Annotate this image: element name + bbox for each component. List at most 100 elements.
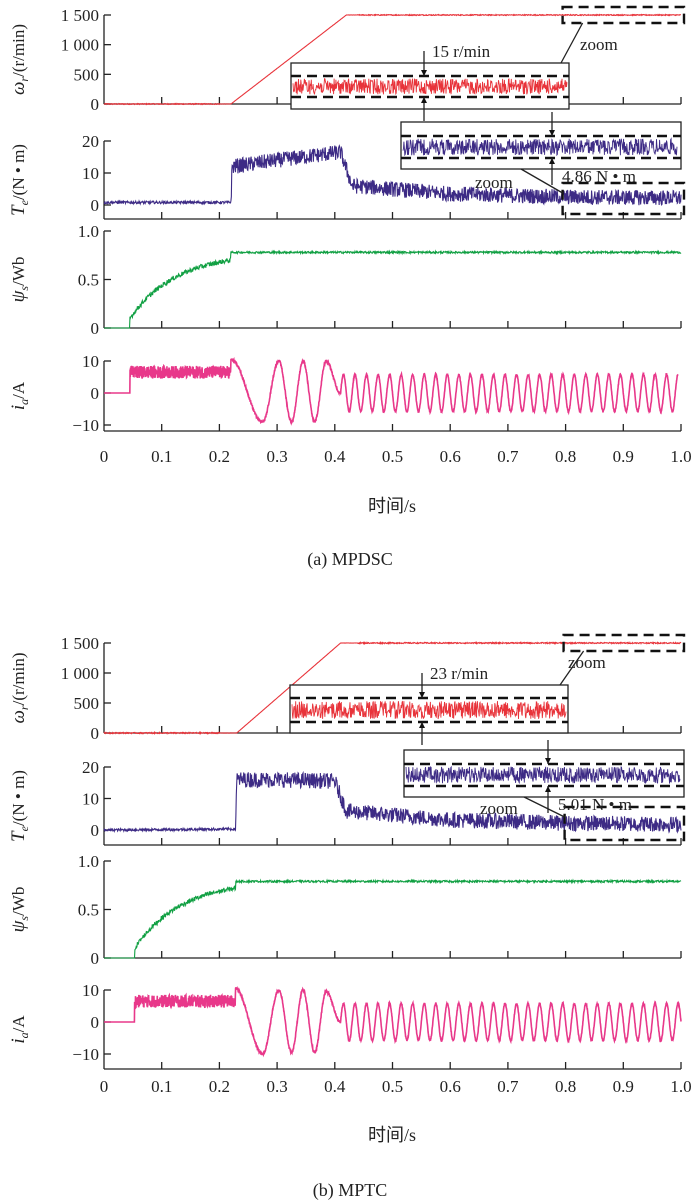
y-label-subscript: a <box>17 1032 31 1038</box>
arrowhead-icon <box>421 70 427 76</box>
y-label-unit: /(N • m) <box>9 144 28 200</box>
y-tick-label: 0 <box>91 949 100 968</box>
y-label-symbol: ω <box>8 710 29 723</box>
y-axis-label-current: ia/A <box>8 381 31 410</box>
y-axis-label-speed: ωr/(r/min) <box>8 24 31 95</box>
x-tick-label: 0.6 <box>440 447 461 466</box>
x-tick-label: 0.8 <box>555 1077 576 1096</box>
y-axis-label-torque: Te/(N • m) <box>8 144 31 216</box>
y-tick-label: 20 <box>82 758 99 777</box>
figure-caption: (b) MPTC <box>313 1180 388 1200</box>
series-torque <box>103 770 682 834</box>
zoom-connector <box>520 168 563 194</box>
x-tick-label: 0.5 <box>382 1077 403 1096</box>
y-tick-label: 1 500 <box>61 634 99 653</box>
y-label-subscript: s <box>17 286 31 291</box>
x-tick-label: 0.2 <box>209 1077 230 1096</box>
y-label-unit: /Wb <box>9 887 28 916</box>
zoom-label: zoom <box>580 35 618 54</box>
arrowhead-icon <box>545 758 551 764</box>
panel-speed: 0 500 1 000 1 500 ωr/(r/min) zoom 23 r/min <box>8 633 686 745</box>
arrowhead-icon <box>549 130 555 136</box>
zoom-label: zoom <box>475 173 513 192</box>
ripple-label: 4.86 N • m <box>562 167 636 186</box>
ripple-label: 5.01 N • m <box>558 795 632 814</box>
y-label-unit: /(r/min) <box>9 24 28 77</box>
arrowhead-icon <box>421 97 427 103</box>
y-tick-label: 0 <box>91 196 100 215</box>
x-axis-label: 时间/s <box>368 1125 416 1145</box>
ripple-label: 23 r/min <box>430 664 489 683</box>
zoom-label: zoom <box>480 799 518 818</box>
series-torque <box>103 144 682 206</box>
zoom-region-box <box>561 181 686 216</box>
zoom-inset-signal <box>292 78 568 96</box>
x-tick-label: 1.0 <box>670 1077 691 1096</box>
y-axis-label-flux: ψs/Wb <box>8 887 31 933</box>
arrowhead-icon <box>419 722 425 728</box>
series-flux <box>104 878 682 959</box>
y-label-symbol: T <box>8 204 29 216</box>
y-tick-label: 0.5 <box>78 271 99 290</box>
y-label-symbol: ω <box>8 82 29 95</box>
x-tick-label: 0.1 <box>151 1077 172 1096</box>
y-tick-label: 0.5 <box>78 901 99 920</box>
y-tick-label: 0 <box>91 821 100 840</box>
series-flux <box>104 249 682 329</box>
y-axis-label-current: ia/A <box>8 1015 31 1044</box>
y-label-symbol: i <box>8 1038 29 1043</box>
x-tick-label: 0 <box>100 447 109 466</box>
chart-b: 0 500 1 000 1 500 ωr/(r/min) zoom 23 r/min 0 10 2… <box>8 633 692 1200</box>
y-tick-label: 1 500 <box>61 6 99 25</box>
x-tick-label: 0.3 <box>266 447 287 466</box>
y-label-subscript: e <box>17 825 31 831</box>
y-label-subscript: s <box>17 916 31 921</box>
x-tick-label: 0.4 <box>324 447 346 466</box>
panel-flux: 0 0.5 1.0 ψs/Wb <box>8 222 682 338</box>
x-tick-label: 0.8 <box>555 447 576 466</box>
x-tick-label: 0 <box>100 1077 109 1096</box>
y-tick-label: 0 <box>91 724 100 743</box>
y-tick-label: 0 <box>91 95 100 114</box>
y-tick-label: 0 <box>91 384 100 403</box>
x-tick-label: 0.2 <box>209 447 230 466</box>
x-tick-label: 0.9 <box>613 447 634 466</box>
x-tick-label: 0.5 <box>382 447 403 466</box>
y-axis-label-torque: Te/(N • m) <box>8 770 31 842</box>
panel-speed: 0 500 1 000 1 500 ωr/(r/min) zoom 15 r/min <box>8 5 686 121</box>
y-tick-label: −10 <box>72 1045 99 1064</box>
y-label-symbol: T <box>8 830 29 842</box>
panel-current: −10 0 10 ia/A <box>8 981 682 1070</box>
zoom-inset-signal <box>291 700 567 720</box>
y-tick-label: 500 <box>74 694 100 713</box>
y-label-symbol: ψ <box>8 919 29 932</box>
x-tick-label: 0.9 <box>613 1077 634 1096</box>
zoom-connector <box>559 650 585 686</box>
y-label-unit: /A <box>9 381 28 399</box>
ripple-label: 15 r/min <box>432 42 491 61</box>
x-tick-label: 0.3 <box>266 1077 287 1096</box>
y-label-symbol: ψ <box>8 289 29 302</box>
chart-a: 0 500 1 000 1 500 ωr/(r/min) zoom 15 r/min 0 10 2… <box>8 5 692 570</box>
y-label-unit: /Wb <box>9 257 28 286</box>
y-label-unit: /(N • m) <box>9 770 28 826</box>
panel-current: −10 0 10 ia/A <box>8 352 682 435</box>
x-tick-label: 0.6 <box>440 1077 461 1096</box>
series-speed <box>103 640 682 736</box>
zoom-region-box <box>562 633 686 653</box>
series-speed <box>103 13 681 106</box>
y-label-subscript: a <box>17 399 31 405</box>
y-label-subscript: r <box>17 77 31 82</box>
y-axis-label-speed: ωr/(r/min) <box>8 653 31 724</box>
y-tick-label: 10 <box>82 164 99 183</box>
series-current <box>104 356 679 426</box>
series-current <box>104 986 682 1058</box>
panel-torque: 0 10 20 Te/(N • m) zoom 4.86 N • m <box>8 112 686 220</box>
y-tick-label: 1 000 <box>61 664 99 683</box>
zoom-connector <box>523 796 565 818</box>
zoom-inset-signal <box>402 137 678 157</box>
x-axis-label: 时间/s <box>368 496 416 516</box>
x-tick-label: 0.4 <box>324 1077 346 1096</box>
x-tick-label: 0.7 <box>497 447 519 466</box>
